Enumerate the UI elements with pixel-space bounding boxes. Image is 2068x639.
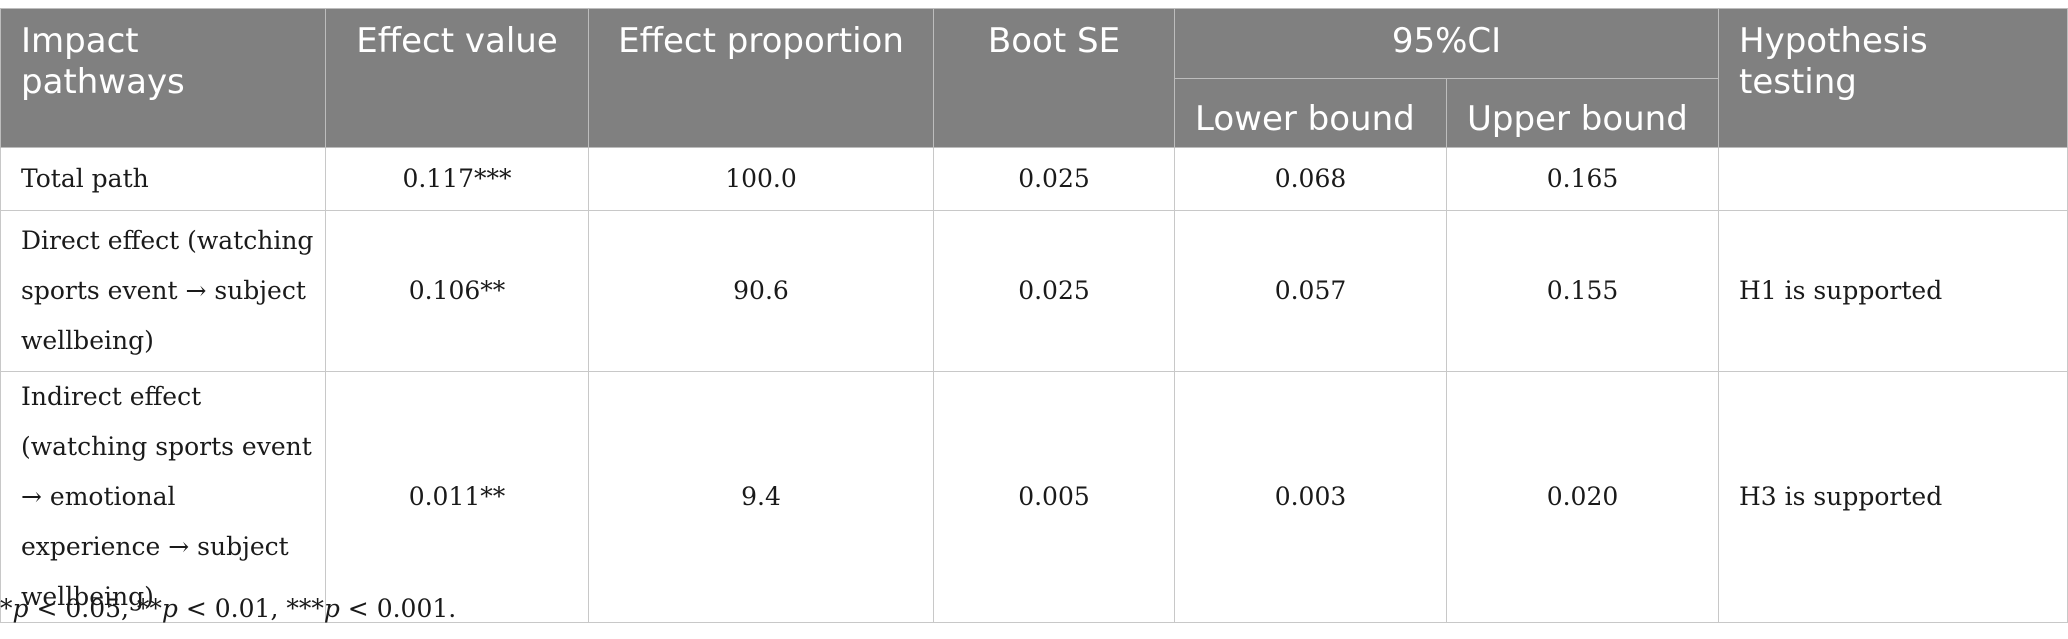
- cell-hypothesis: [1718, 147, 2068, 211]
- results-table: Impact pathways Effect value Effect prop…: [0, 8, 2068, 623]
- footnote-p1-stars: *: [0, 594, 13, 623]
- cell-pathway: Total path: [0, 147, 326, 211]
- footnote-p3-var: p: [323, 594, 340, 623]
- footnote-p3-rest: < 0.001.: [339, 594, 457, 623]
- table-row: Indirect effect (watching sports event →…: [0, 371, 2068, 623]
- cell-hypothesis: H3 is supported: [1718, 371, 2068, 623]
- cell-hypothesis: H1 is supported: [1718, 210, 2068, 372]
- cell-upper-bound: 0.165: [1446, 147, 1719, 211]
- cell-effect-value: 0.106**: [325, 210, 589, 372]
- header-hypothesis-testing: Hypothesis testing: [1718, 8, 2068, 148]
- significance-footnote: *p < 0.05, **p < 0.01, ***p < 0.001.: [0, 594, 456, 623]
- cell-boot-se: 0.025: [933, 210, 1175, 372]
- table-row: Direct effect (watching sports event → s…: [0, 210, 2068, 372]
- cell-effect-proportion: 100.0: [588, 147, 934, 211]
- header-impact-pathways: Impact pathways: [0, 8, 326, 148]
- header-upper-bound: Upper bound: [1446, 78, 1719, 148]
- cell-pathway: Indirect effect (watching sports event →…: [0, 371, 326, 623]
- cell-upper-bound: 0.020: [1446, 371, 1719, 623]
- cell-boot-se: 0.025: [933, 147, 1175, 211]
- footnote-p2-rest: < 0.01,: [177, 594, 287, 623]
- table-row: Total path 0.117*** 100.0 0.025 0.068 0.…: [0, 147, 2068, 211]
- footnote-p1-rest: < 0.05,: [28, 594, 137, 623]
- footnote-p2-stars: **: [136, 594, 162, 623]
- cell-lower-bound: 0.057: [1174, 210, 1447, 372]
- cell-upper-bound: 0.155: [1446, 210, 1719, 372]
- cell-boot-se: 0.005: [933, 371, 1175, 623]
- cell-lower-bound: 0.068: [1174, 147, 1447, 211]
- footnote-p1-var: p: [12, 594, 29, 623]
- header-95ci: 95%CI: [1174, 8, 1719, 79]
- header-lower-bound: Lower bound: [1174, 78, 1447, 148]
- cell-effect-value: 0.117***: [325, 147, 589, 211]
- footnote-p3-stars: ***: [286, 594, 324, 623]
- cell-effect-proportion: 9.4: [588, 371, 934, 623]
- cell-effect-proportion: 90.6: [588, 210, 934, 372]
- footnote-p2-var: p: [161, 594, 178, 623]
- header-boot-se: Boot SE: [933, 8, 1175, 148]
- cell-effect-value: 0.011**: [325, 371, 589, 623]
- cell-pathway: Direct effect (watching sports event → s…: [0, 210, 326, 372]
- header-effect-value: Effect value: [325, 8, 589, 148]
- cell-lower-bound: 0.003: [1174, 371, 1447, 623]
- header-effect-proportion: Effect proportion: [588, 8, 934, 148]
